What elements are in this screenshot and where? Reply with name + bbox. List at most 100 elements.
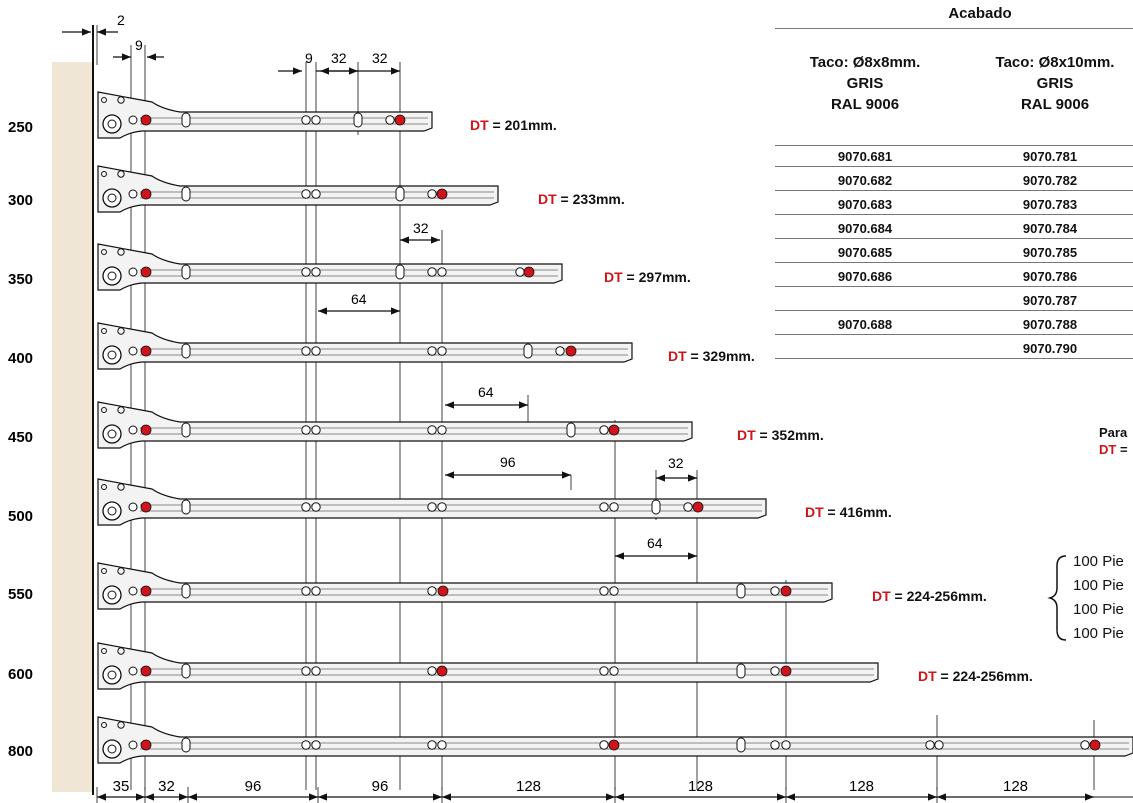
roller-wheel — [102, 585, 122, 605]
hole — [934, 740, 944, 750]
runner-rail-550 — [97, 562, 833, 610]
hole — [599, 425, 609, 435]
hole — [427, 346, 437, 356]
hole — [427, 740, 437, 750]
hole — [437, 740, 447, 750]
dt-label: DT = 224-256mm. — [872, 588, 987, 604]
runner-length-label: 350 — [8, 271, 33, 288]
hole — [555, 346, 565, 356]
pack-line-1: 100 Pie — [1073, 553, 1124, 570]
bracket-hole — [101, 648, 107, 654]
roller-wheel — [102, 501, 122, 521]
hole — [781, 740, 791, 750]
bracket-hole — [117, 567, 125, 575]
runner-rail-500 — [97, 478, 767, 526]
hole — [609, 502, 619, 512]
bracket-hole — [101, 249, 107, 255]
bracket-hole — [117, 406, 125, 414]
table-row-rule — [775, 310, 1133, 311]
fixing-point — [780, 665, 792, 677]
hole — [301, 586, 311, 596]
hole — [311, 115, 321, 125]
code-col1: 9070.688 — [837, 317, 893, 332]
table-title: Acabado — [948, 5, 1012, 22]
hole — [128, 502, 138, 512]
inner-dim-label-4: 96 — [500, 454, 516, 470]
bottom-dim-label: 128 — [849, 778, 874, 795]
fixing-point — [523, 266, 535, 278]
hole — [311, 267, 321, 277]
fixing-point — [140, 585, 152, 597]
fixing-point — [140, 114, 152, 126]
runner-length-label: 400 — [8, 350, 33, 367]
bottom-dim-label: 32 — [158, 778, 175, 795]
runner-length-label: 250 — [8, 119, 33, 136]
slot-hole — [651, 499, 661, 515]
code-col2: 9070.784 — [1022, 221, 1078, 236]
inner-dim-label-6: 64 — [647, 535, 663, 551]
runner-rail-250 — [97, 91, 433, 139]
runner-rail-400 — [97, 322, 633, 370]
pack-line-3: 100 Pie — [1073, 601, 1124, 618]
runner-length-label: 500 — [8, 508, 33, 525]
hole — [301, 502, 311, 512]
dt-prefix: DT — [470, 117, 489, 133]
hole — [311, 502, 321, 512]
bottom-dim-label: 128 — [688, 778, 713, 795]
dt-prefix: DT — [737, 427, 756, 443]
roller-wheel — [102, 114, 122, 134]
bracket-hole — [101, 171, 107, 177]
code-col2: 9070.786 — [1022, 269, 1078, 284]
side-note-dt: DT — [1099, 442, 1117, 457]
fixing-point — [608, 739, 620, 751]
bracket-hole — [101, 407, 107, 413]
hole — [437, 267, 447, 277]
slot-hole — [181, 583, 191, 599]
dt-value: = 352mm. — [756, 427, 824, 443]
pack-line-2: 100 Pie — [1073, 577, 1124, 594]
bottom-dimension-chain: 35 32 96 96 128 128 128 128 — [96, 778, 1133, 803]
col1-header-l2: GRIS — [846, 75, 884, 92]
table-row-rule — [775, 262, 1133, 263]
dt-label: DT = 233mm. — [538, 191, 625, 207]
dt-prefix: DT — [538, 191, 557, 207]
bracket-hole — [101, 568, 107, 574]
inner-dim-label-5: 32 — [668, 455, 684, 471]
runner-rail-800 — [97, 716, 1133, 764]
roller-hub — [107, 590, 117, 600]
runner-rail-450 — [97, 401, 693, 449]
code-col1: 9070.682 — [837, 173, 893, 188]
dim-mid-label-b: 32 — [331, 50, 347, 66]
slot-hole — [181, 663, 191, 679]
roller-wheel — [102, 739, 122, 759]
table-row-rule — [775, 286, 1133, 287]
bracket-hole — [117, 483, 125, 491]
hole — [770, 666, 780, 676]
fixing-point — [436, 188, 448, 200]
runner-length-label: 800 — [8, 743, 33, 760]
roller-hub — [107, 429, 117, 439]
fixing-point — [1089, 739, 1101, 751]
bottom-dim-label: 35 — [113, 778, 130, 795]
hole — [925, 740, 935, 750]
bracket-hole — [101, 328, 107, 334]
side-note-rest: = — [1116, 442, 1128, 457]
dt-label: DT = 297mm. — [604, 269, 691, 285]
hole — [599, 502, 609, 512]
hole — [311, 740, 321, 750]
runner-length-label: 600 — [8, 666, 33, 683]
col1-header: Taco: Ø8x8mm. GRIS RAL 9006 — [790, 52, 940, 115]
roller-hub — [107, 119, 117, 129]
hole — [128, 115, 138, 125]
inner-dimensions — [318, 236, 697, 560]
hole — [609, 666, 619, 676]
hole — [427, 425, 437, 435]
fixing-point — [140, 188, 152, 200]
slot-hole — [181, 186, 191, 202]
slot-hole — [181, 343, 191, 359]
table-header-rule — [775, 145, 1133, 146]
hole — [515, 267, 525, 277]
table-row-rule — [775, 238, 1133, 239]
roller-wheel — [102, 665, 122, 685]
slot-hole — [353, 112, 363, 128]
